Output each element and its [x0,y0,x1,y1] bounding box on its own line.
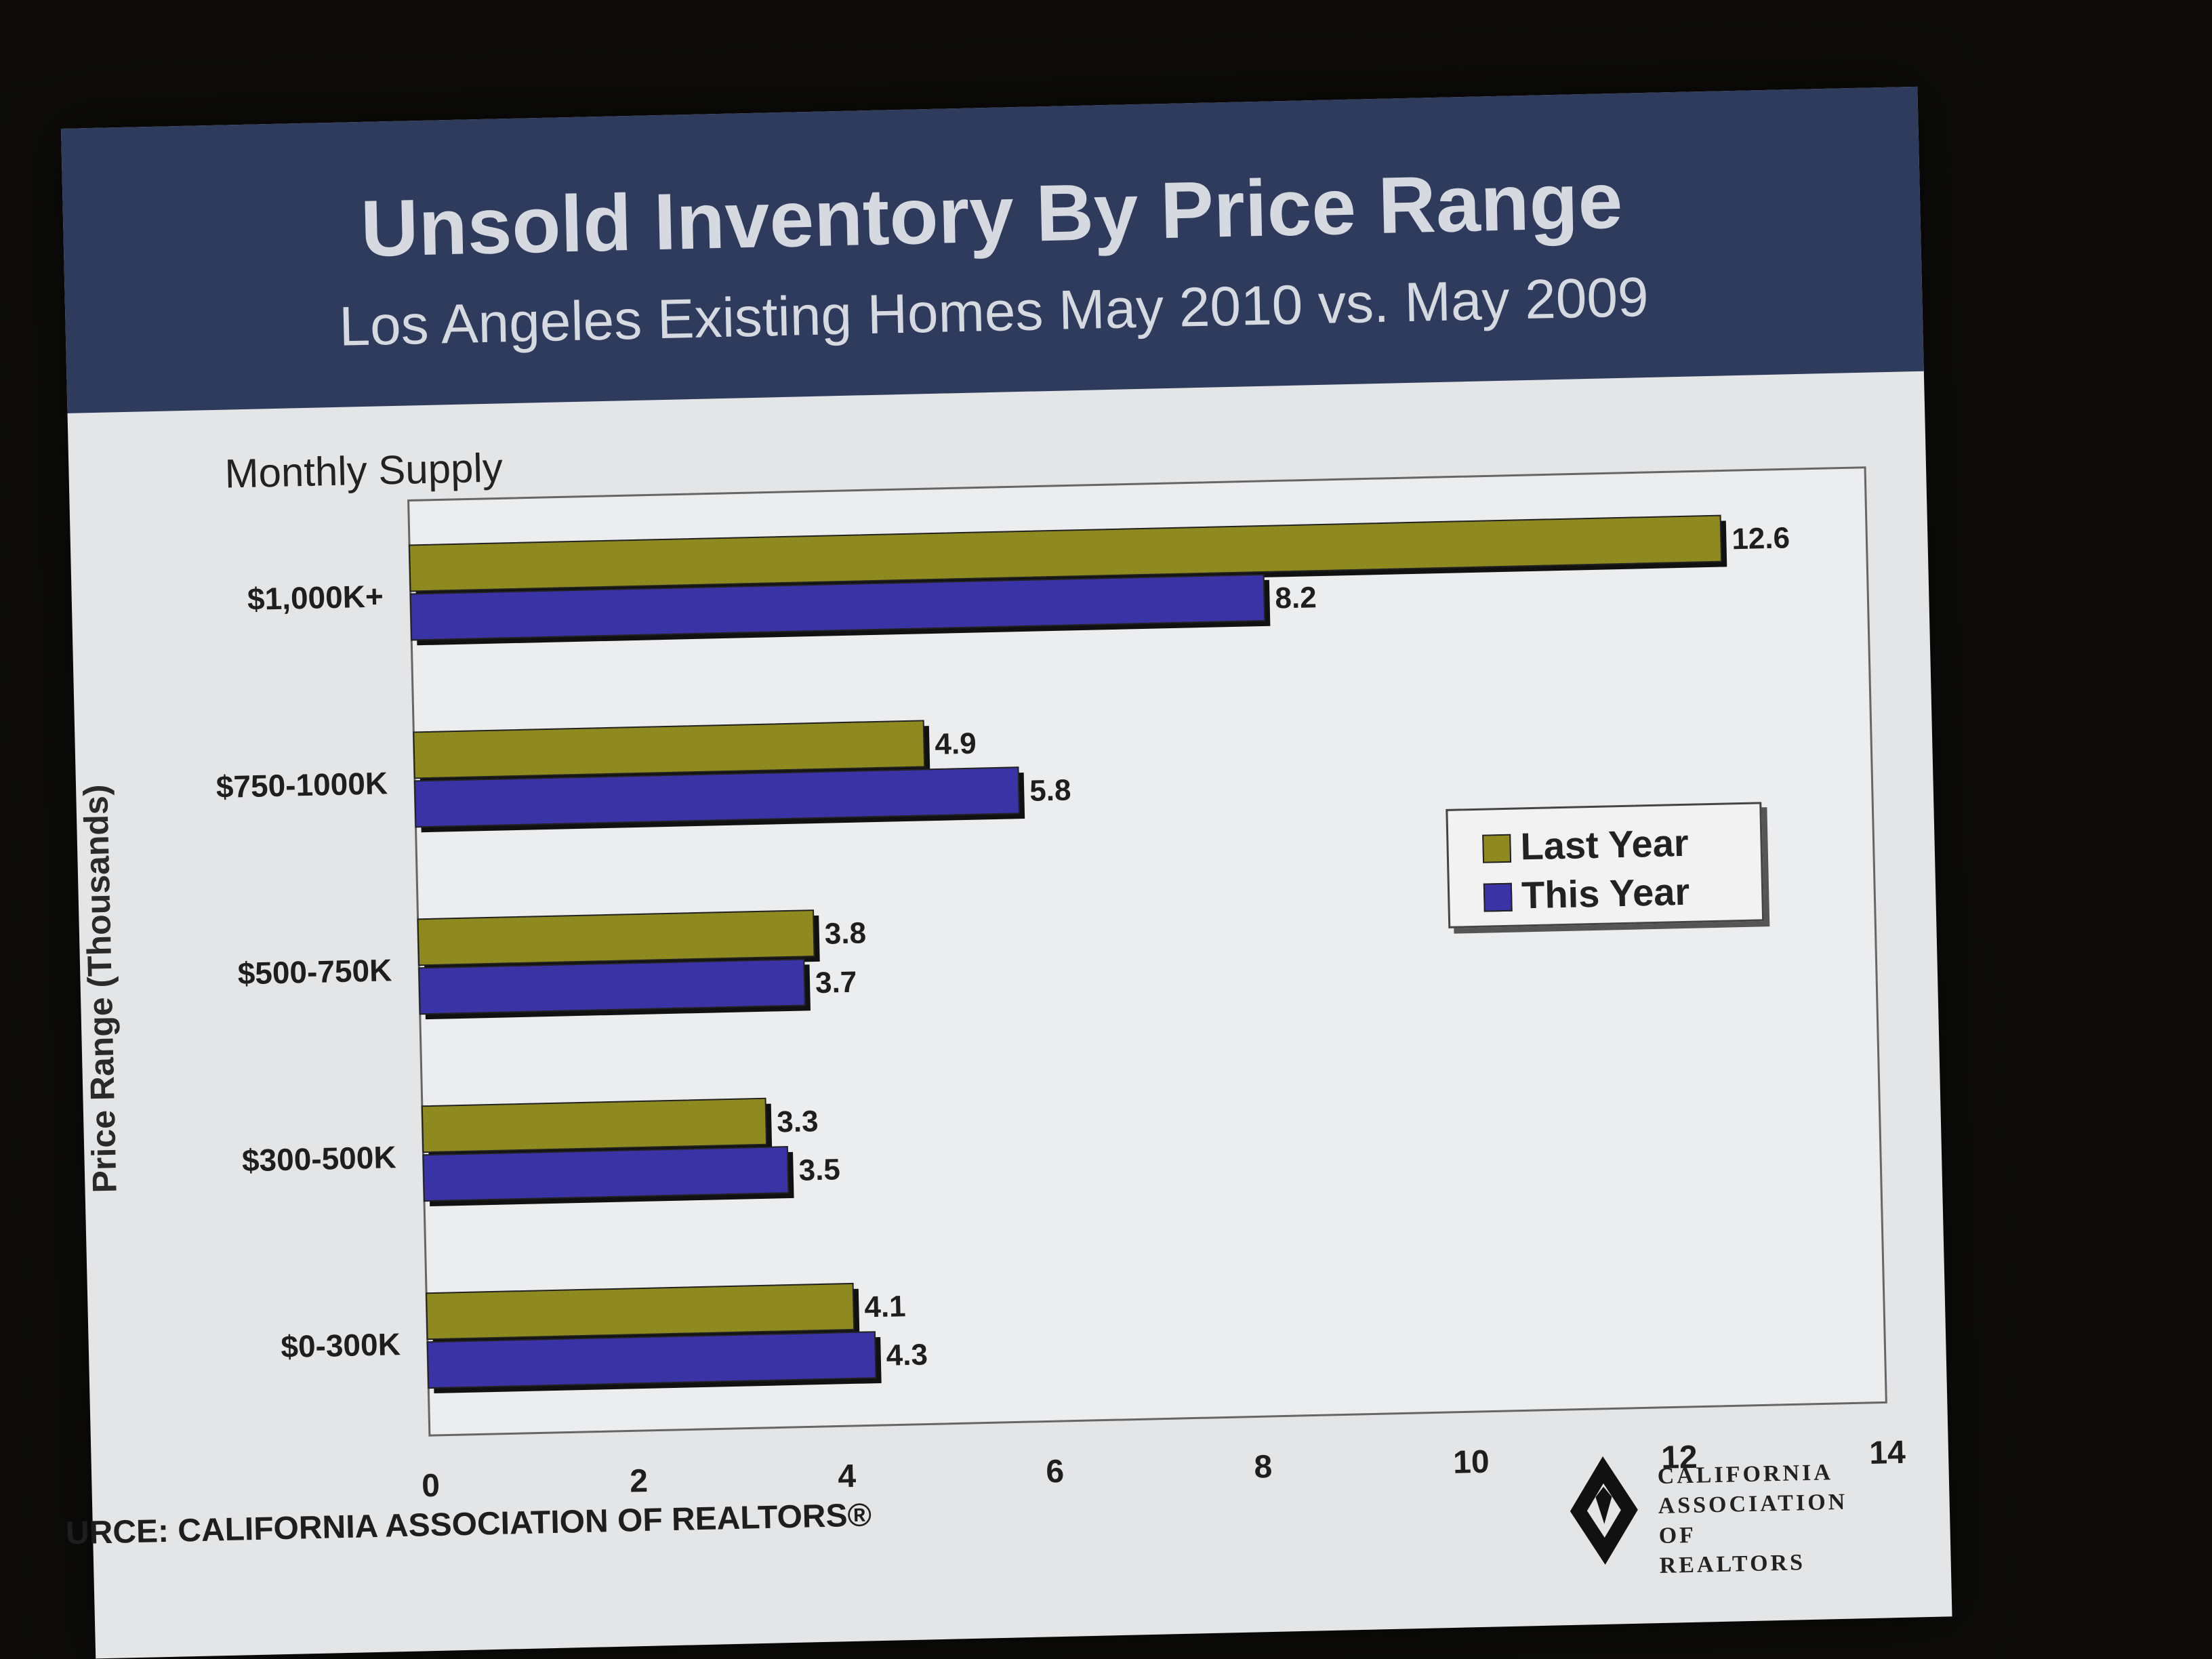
bar [426,1282,855,1340]
data-label: 4.1 [864,1290,906,1324]
x-tick-label: 14 [1869,1435,1906,1471]
legend-swatch-last-year [1482,834,1512,863]
bar [417,909,815,966]
legend-label-this-year: This Year [1521,869,1690,917]
category-label: $1,000K+ [247,578,384,617]
car-logo-icon [1570,1456,1638,1565]
bar [422,1146,790,1202]
data-label: 3.8 [824,916,866,950]
legend-label-last-year: Last Year [1519,821,1689,868]
data-label: 12.6 [1732,521,1790,556]
legend-swatch-this-year [1483,882,1513,912]
bar [421,1097,768,1153]
bar [409,573,1266,641]
x-tick-label: 2 [630,1463,649,1500]
x-tick-label: 12 [1661,1439,1698,1476]
x-tick-label: 4 [838,1458,857,1495]
category-label: $300-500K [241,1139,396,1178]
data-label: 4.3 [886,1338,928,1372]
bar [413,766,1021,828]
x-tick-label: 0 [422,1468,441,1504]
logo-line-3: OF REALTORS [1658,1522,1806,1579]
data-label: 3.3 [777,1105,819,1139]
bar [413,720,926,779]
legend-item-last-year: Last Year [1482,821,1689,869]
bar [409,514,1723,592]
logo-text: CALIFORNIA ASSOCIATION OF REALTORS [1657,1458,1849,1581]
logo-line-1: CALIFORNIA [1657,1460,1834,1490]
data-label: 8.2 [1275,581,1317,615]
category-label: $750-1000K [216,765,388,804]
data-label: 5.8 [1029,773,1071,807]
bar-chart: $1,000K+ 12.6 8.2 $750-1000K 4.9 5.8 $500-750K… [216,466,1906,1504]
data-label: 3.5 [798,1153,840,1187]
slide: Unsold Inventory By Price Range Los Ange… [61,86,1952,1659]
data-label: 3.7 [815,966,857,1000]
x-tick-label: 10 [1453,1444,1490,1481]
x-tick-label: 8 [1254,1449,1273,1486]
x-tick-label: 6 [1046,1454,1065,1490]
legend-item-this-year: This Year [1483,869,1690,918]
logo-line-2: ASSOCIATION [1658,1489,1848,1519]
car-logo: CALIFORNIA ASSOCIATION OF REALTORS [1555,1444,1848,1579]
bar [418,958,806,1015]
bar [426,1331,877,1389]
category-label: $500-750K [237,952,392,991]
category-label: $0-300K [281,1326,401,1364]
legend: Last Year This Year [1446,802,1765,928]
data-label: 4.9 [935,727,977,761]
